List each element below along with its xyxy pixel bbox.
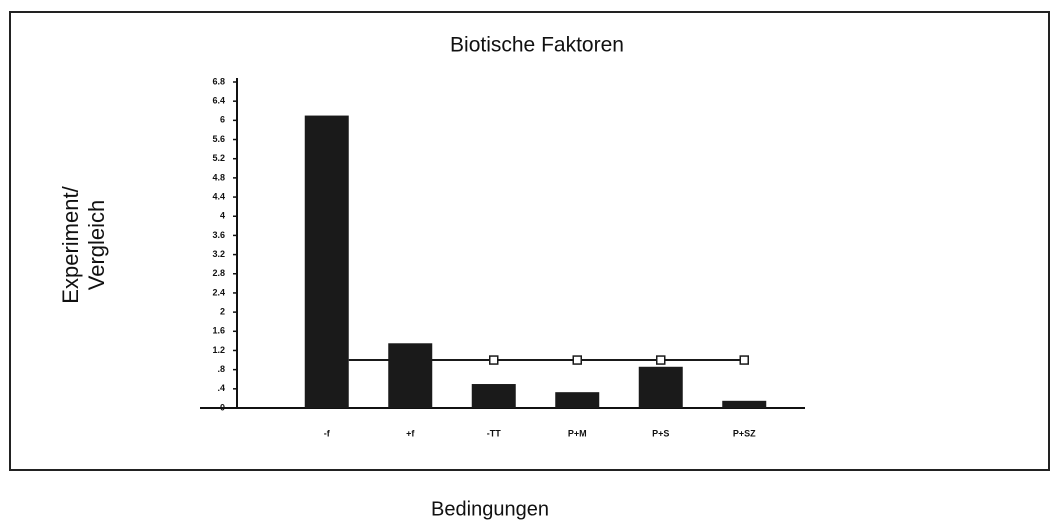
bar [388,343,433,408]
bar [304,115,349,408]
bar [471,384,516,408]
x-axis-label: Bedingungen [431,498,549,520]
y-tick-label: 4 [220,211,225,221]
y-tick-label: 2.8 [212,268,225,278]
y-tick-label: 2.4 [212,287,225,297]
x-tick-label: -TT [487,428,501,438]
y-tick-label: 0 [220,402,225,412]
y-tick-label: .8 [217,364,225,374]
y-tick-label: 6.8 [212,76,225,86]
y-tick-label: 6 [220,115,225,125]
chart-title: Biotische Faktoren [450,34,624,57]
x-tick-label: P+SZ [733,428,756,438]
frame [9,11,1050,471]
y-axis-label: Experiment/ [58,185,83,303]
y-tick-label: 4.8 [212,172,225,182]
y-tick-label: 4.4 [212,191,225,201]
line-marker [656,355,666,365]
y-tick-label: 5.6 [212,134,225,144]
x-tick-label: P+M [568,428,587,438]
y-tick-label: 1.6 [212,326,225,336]
bar [555,392,600,408]
y-axis-label: Vergleich [84,200,109,291]
y-tick-label: 6.4 [212,96,225,106]
y-tick-label: 5.2 [212,153,225,163]
x-tick-label: -f [324,428,331,438]
y-tick-label: .4 [217,383,225,393]
line-marker [489,355,499,365]
y-tick-label: 3.2 [212,249,225,259]
x-tick-label: P+S [652,428,669,438]
x-tick-label: +f [406,428,415,438]
bar [638,366,683,408]
y-tick-label: 1.2 [212,345,225,355]
bar [722,400,767,408]
line-marker [572,355,582,365]
y-tick-label: 3.6 [212,230,225,240]
line-marker [739,355,749,365]
y-tick-label: 2 [220,306,225,316]
